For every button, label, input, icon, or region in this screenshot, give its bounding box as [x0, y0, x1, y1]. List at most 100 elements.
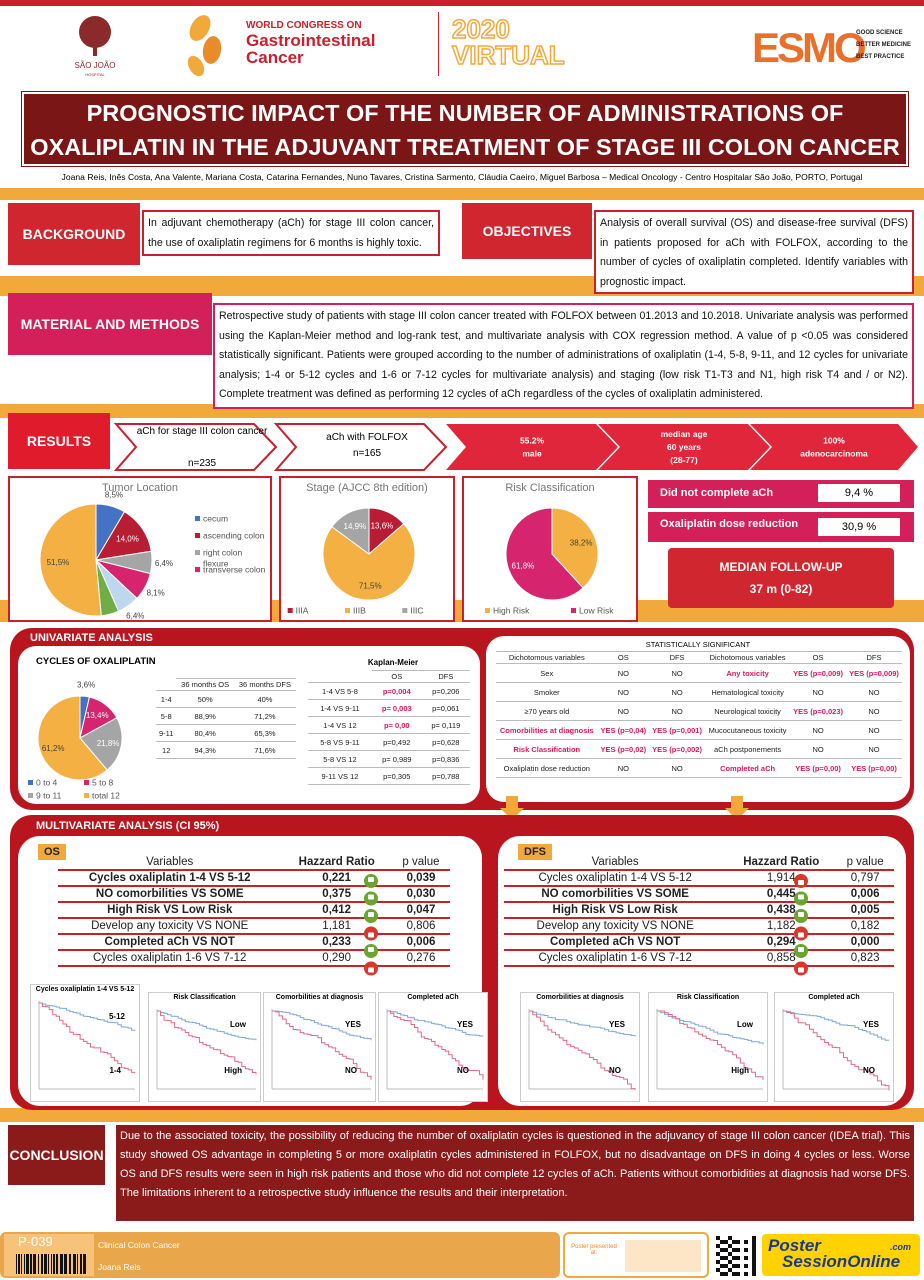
table-row: Smoker NO NO Hematological toxicity NO NO: [496, 682, 902, 702]
qr-cell: [724, 1240, 728, 1244]
table-row: High Risk VS Low Risk 0,438 0,005: [504, 902, 894, 919]
qr-cell: [724, 1272, 728, 1276]
header-cell: Dichotomous variables: [705, 651, 791, 664]
table-cell: NO: [597, 758, 650, 778]
esmo-logo: ESMO GOOD SCIENCE BETTER MEDICINE BEST P…: [752, 24, 911, 70]
thumb-up: [794, 944, 808, 958]
band: [0, 188, 924, 200]
plot: 5-12 1-4: [38, 1001, 136, 1090]
follow-up-value: 37 m (0-82): [749, 582, 813, 596]
table-cell: 5-8: [156, 707, 177, 725]
slice-label: 71,5%: [359, 581, 382, 590]
table-row: NO comorbilities VS SOME 0,445 0,006: [504, 886, 894, 903]
table-cell: 1,914: [726, 870, 837, 887]
legend-label: transverse colon: [203, 565, 266, 575]
qr-cell: [716, 1260, 720, 1264]
header-cell: Hazzard Ratio: [281, 855, 392, 871]
qr-cell: [736, 1248, 740, 1252]
plot-title: Completed aCh: [808, 994, 860, 1001]
survival-curve: [157, 1010, 257, 1041]
survival-plot: Completed aCh YES NO: [774, 992, 894, 1102]
table-cell: 88,9%: [176, 707, 234, 725]
slice-label: 13,6%: [371, 522, 394, 531]
legend-label: cecum: [203, 514, 228, 524]
table-cell: p=0,788: [421, 767, 470, 785]
footer-author: Joana Reis: [98, 1262, 141, 1272]
survival-curve: [39, 1002, 136, 1073]
significant-table: Dichotomous variables OS DFS Dichotomous va…: [496, 651, 902, 778]
survival-table: 36 months OS 36 months DFS 1-4 50% 40% 5-8 88,…: [156, 678, 296, 759]
qr-cell: [752, 1248, 756, 1252]
divider: [438, 12, 439, 76]
esmo: ESMO: [752, 24, 865, 70]
legend-label: 5 to 8: [92, 778, 114, 788]
thumb-up: [364, 944, 378, 958]
table-cell: Cycles oxaliplatin 1-6 VS 7-12: [504, 950, 727, 967]
legend-line: transverse colon: [203, 565, 266, 575]
fact: adenocarcinoma: [800, 449, 868, 459]
top-bar: [0, 0, 924, 6]
slice-label: 61,8%: [512, 561, 535, 570]
km-title: Kaplan-Meier: [367, 658, 419, 667]
edition-mode: VIRTUAL: [452, 40, 565, 70]
table-cell: 0,030: [391, 886, 450, 903]
qr-cell: [724, 1256, 728, 1260]
legend-label: IIIC: [410, 606, 423, 616]
table-row: 12 94,3% 71,6%: [156, 741, 296, 759]
hospital-logo: SÃO JOÃO HOSPITAL: [75, 16, 115, 77]
legend-label: 0 to 4: [36, 778, 58, 788]
dfs-panel: DFS Variables Hazzard Ratio p value Cycles o…: [498, 836, 906, 1106]
pie-panel: Stage (AJCC 8th edition) 13,6% 71,5% 14,9% I…: [279, 476, 455, 622]
qr-cell: [720, 1240, 724, 1244]
survival-plot: Comorbilities at diagnosis YES NO: [263, 992, 376, 1102]
table-row: 1-4 VS 9-11 p= 0,003 p=0,061: [308, 699, 470, 717]
edition-year: 2020: [452, 14, 510, 44]
table-cell: 1-4 VS 12: [308, 716, 372, 734]
motto: BEST PRACTICE: [856, 54, 904, 60]
stat: Did not complete aCh 9,4 %: [648, 480, 914, 508]
table-row: Comorbilities at diagnosis YES (p=0,04) YE…: [496, 720, 902, 740]
table-cell: 80,4%: [176, 724, 234, 742]
thumb-down: [364, 926, 378, 941]
legend-swatch: [402, 608, 408, 613]
table-cell: NO: [649, 701, 706, 721]
congress-line: Gastrointestinal: [246, 31, 375, 50]
legend-swatch: [195, 533, 200, 538]
thumb-up: [364, 874, 378, 888]
brand-part: Poster: [768, 1236, 821, 1255]
qr-cell: [732, 1240, 736, 1244]
table-cell: YES (p=0,00): [790, 758, 847, 778]
header-cell: OS: [790, 651, 847, 664]
plot: YES NO: [528, 1009, 636, 1091]
survival-plot: Completed aCh YES NO: [378, 992, 488, 1102]
legend-line: ascending colon: [203, 531, 265, 541]
table-cell: 0,806: [391, 918, 450, 935]
pie-title: Risk Classification: [505, 482, 595, 494]
bar-stripe: [73, 1254, 76, 1274]
table-header: Dichotomous variables OS DFS Dichotomous va…: [496, 651, 902, 664]
legend-swatch: [28, 793, 33, 798]
qr-cell: [728, 1244, 732, 1248]
header-cell: Variables: [58, 855, 282, 871]
qr-cell: [744, 1248, 748, 1252]
legend-line: flexure: [203, 559, 229, 569]
bar-stripe: [41, 1254, 43, 1274]
table-cell: NO: [790, 720, 847, 740]
table-cell: YES (p=0,02): [597, 739, 650, 759]
table-cell: High Risk VS Low Risk: [58, 902, 282, 919]
thumb-part: [798, 932, 804, 938]
table-cell: 0,290: [281, 950, 392, 967]
qr-cell: [752, 1264, 756, 1268]
qr-cell: [752, 1244, 756, 1248]
table-row: 1-4 VS 12 p= 0,00 p= 0,119: [308, 716, 470, 734]
qr-cell: [732, 1248, 736, 1252]
univariate-panel: CYCLES OF OXALIPLATIN 3,6% 13,4% 21,8% 61,2…: [18, 646, 480, 804]
table: Variables Hazzard Ratio p value Cycles oxal…: [58, 855, 450, 967]
plot-title: Completed aCh: [407, 994, 459, 1001]
thumb-part: [368, 967, 374, 973]
table-header: Variables Hazzard Ratio p value: [58, 855, 450, 871]
pie-panel: Risk Classification 38,2% 61,8% High Risk Lo…: [462, 476, 638, 622]
table-cell: YES (p=0,009): [846, 663, 902, 683]
step-label: aCh with FOLFOX: [326, 432, 408, 443]
table-cell: NO: [790, 682, 847, 702]
